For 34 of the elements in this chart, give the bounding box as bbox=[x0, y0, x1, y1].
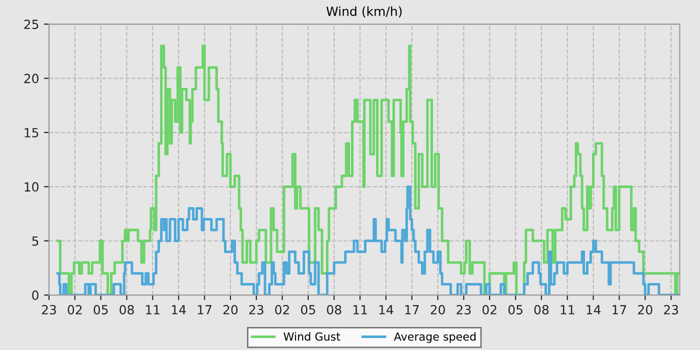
y-tick-label: 5 bbox=[32, 236, 38, 246]
x-tick-label: 20 bbox=[430, 304, 445, 314]
x-tick-label: 11 bbox=[560, 305, 574, 314]
x-tick-label: 20 bbox=[223, 304, 238, 314]
x-tick-label: 17 bbox=[612, 305, 626, 314]
legend-label: Average speed bbox=[394, 332, 476, 343]
x-tick-label: 08 bbox=[326, 304, 342, 314]
x-tick-label: 23 bbox=[249, 304, 264, 314]
x-tick-label: 14 bbox=[379, 305, 394, 314]
chart-title: Wind (km/h) bbox=[326, 6, 402, 18]
y-tick-label: 20 bbox=[24, 74, 38, 84]
x-tick-label: 20 bbox=[638, 304, 652, 314]
x-tick-label: 17 bbox=[405, 305, 419, 314]
x-tick-label: 08 bbox=[120, 304, 134, 314]
x-tick-label: 02 bbox=[482, 304, 496, 314]
x-tick-label: 14 bbox=[172, 305, 186, 314]
x-tick-label: 11 bbox=[146, 305, 160, 314]
y-tick-label: 15 bbox=[24, 128, 38, 138]
x-tick-label: 05 bbox=[508, 304, 522, 314]
x-tick-label: 08 bbox=[534, 304, 549, 314]
x-tick-label: 14 bbox=[586, 305, 601, 314]
x-tick-label: 23 bbox=[664, 304, 678, 314]
y-tick-label: 0 bbox=[32, 290, 38, 300]
y-tick-label: 10 bbox=[24, 182, 38, 192]
x-tick-label: 17 bbox=[198, 305, 212, 314]
x-tick-label: 23 bbox=[42, 304, 56, 314]
x-tick-label: 05 bbox=[94, 304, 108, 314]
x-tick-label: 02 bbox=[68, 304, 82, 314]
x-tick-label: 11 bbox=[353, 305, 367, 314]
x-tick-label: 02 bbox=[275, 304, 289, 314]
x-tick-label: 23 bbox=[456, 304, 471, 314]
x-tick-label: 05 bbox=[301, 304, 316, 314]
legend-label: Wind Gust bbox=[284, 332, 340, 341]
y-tick-label: 25 bbox=[24, 20, 38, 30]
